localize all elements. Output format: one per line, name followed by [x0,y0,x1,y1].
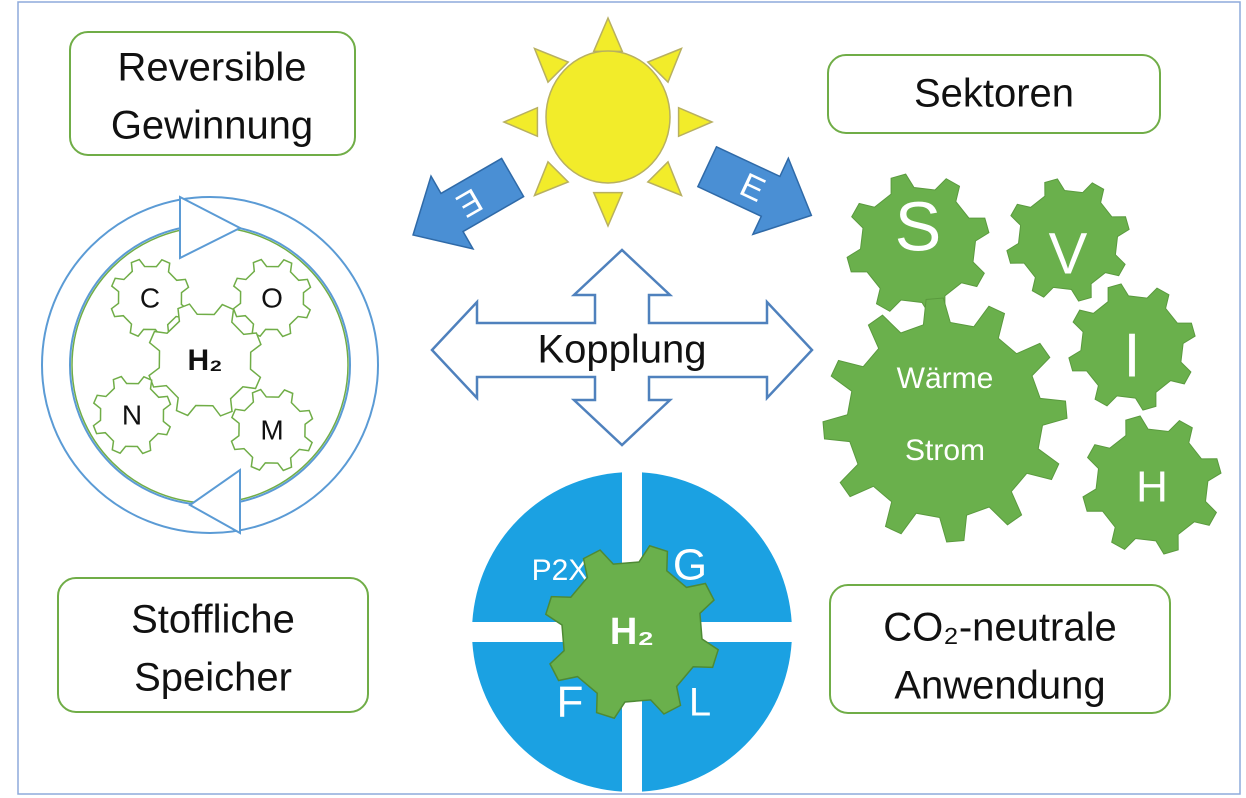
box-label: CO₂-neutrale [883,606,1116,650]
sun-ray [535,162,569,196]
sun-ray [594,18,623,51]
box-label: Anwendung [894,664,1105,708]
quadrant-label: P2X [532,554,589,587]
box-label: Sektoren [914,72,1074,116]
diagram: Reversible Gewinnung Sektoren Stoffliche Spe… [0,0,1246,798]
element-label: H₂ [188,344,223,377]
sun-ray [679,108,712,137]
sector-label: Strom [905,434,985,467]
sun-ray [504,108,537,137]
sector-label: S [895,187,942,265]
sun [546,51,670,183]
sector-label: Wärme [897,362,994,395]
sector-label: H [1136,463,1168,512]
box-label: Reversible [118,46,307,90]
box-label: Stoffliche [131,598,295,642]
sun-ray [594,193,623,226]
box-label: Gewinnung [111,104,313,148]
element-label: C [140,282,160,313]
page: Reversible Gewinnung Sektoren Stoffliche Spe… [0,0,1246,798]
coupling-label: Kopplung [537,328,706,372]
sector-gear [823,298,1067,542]
sector-label: V [1049,221,1088,286]
box-label: Speicher [134,656,292,700]
sector-label: I [1123,321,1140,390]
energy-arrow: E [392,141,534,271]
quadrant-label: F [557,678,584,727]
element-label: M [260,414,283,445]
sun-ray [648,162,682,196]
element-label: N [122,399,142,430]
quadrant-label: L [689,681,711,725]
energy-arrow: E [689,129,829,254]
hydrogen-label: H₂ [610,611,654,653]
element-label: O [261,282,283,313]
